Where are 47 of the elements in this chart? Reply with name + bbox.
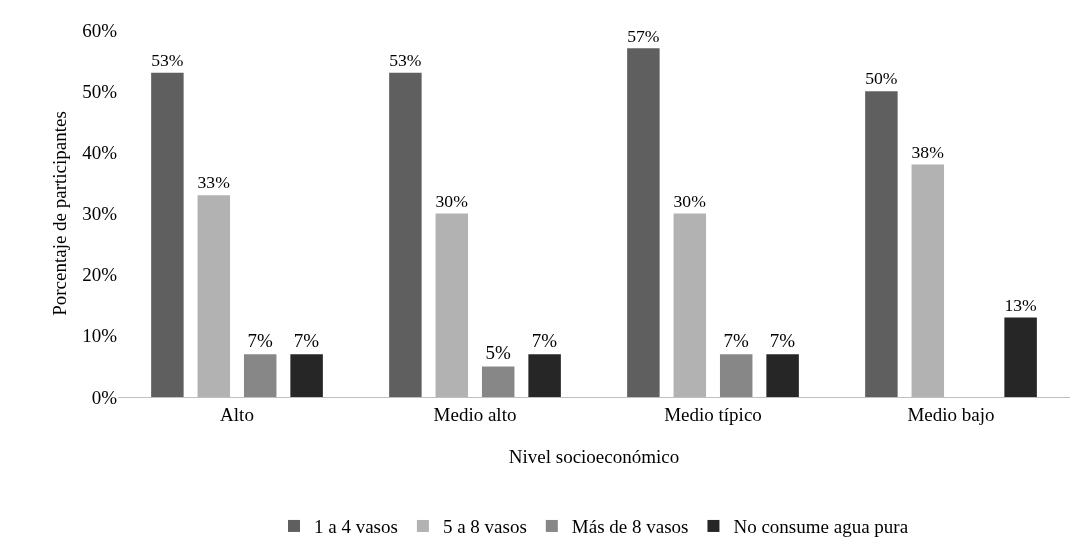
data-label: 7% xyxy=(247,330,273,352)
bar xyxy=(389,72,422,397)
data-label: 30% xyxy=(673,190,707,211)
data-label: 38% xyxy=(911,141,945,162)
data-label: 53% xyxy=(389,50,422,71)
bar xyxy=(766,354,799,397)
y-tick-label: 30% xyxy=(82,203,118,225)
bar xyxy=(435,213,469,397)
y-axis-title: Porcentaje de participantes xyxy=(49,111,71,316)
bar xyxy=(197,195,231,397)
x-tick-label: Medio bajo xyxy=(907,403,995,425)
x-tick-label: Alto xyxy=(220,403,254,425)
bar xyxy=(1004,317,1037,397)
bar xyxy=(719,354,753,397)
data-label: 50% xyxy=(865,68,898,89)
data-label: 7% xyxy=(293,330,320,352)
y-tick-label: 60% xyxy=(82,19,118,41)
data-label: 7% xyxy=(723,330,749,352)
bar xyxy=(911,164,945,397)
bar xyxy=(481,366,515,397)
bar xyxy=(627,48,660,397)
bar xyxy=(290,354,323,397)
data-label: 57% xyxy=(627,25,660,46)
legend-label: 1 a 4 vasos xyxy=(314,516,398,538)
x-axis-title: Nivel socioeconómico xyxy=(508,445,680,467)
bar xyxy=(151,72,184,397)
bar xyxy=(673,213,707,397)
data-label: 13% xyxy=(1004,294,1037,315)
data-label: 33% xyxy=(197,172,231,193)
y-tick-label: 0% xyxy=(91,386,118,408)
data-label: 7% xyxy=(769,330,796,352)
data-label: 30% xyxy=(435,190,469,211)
bar xyxy=(865,91,898,397)
y-tick-label: 20% xyxy=(82,264,118,286)
bar xyxy=(243,354,277,397)
bar xyxy=(528,354,561,397)
data-label: 5% xyxy=(485,342,511,364)
data-label: 53% xyxy=(151,50,184,71)
y-tick-label: 40% xyxy=(82,141,118,163)
y-tick-label: 10% xyxy=(82,325,118,347)
legend-label: 5 a 8 vasos xyxy=(442,516,527,538)
legend-label: Más de 8 vasos xyxy=(571,516,689,538)
data-label: 7% xyxy=(531,330,558,352)
x-tick-label: Medio típico xyxy=(664,403,762,425)
y-tick-label: 50% xyxy=(82,80,118,102)
legend-label: No consume agua pura xyxy=(733,516,909,538)
x-tick-label: Medio alto xyxy=(433,403,517,425)
